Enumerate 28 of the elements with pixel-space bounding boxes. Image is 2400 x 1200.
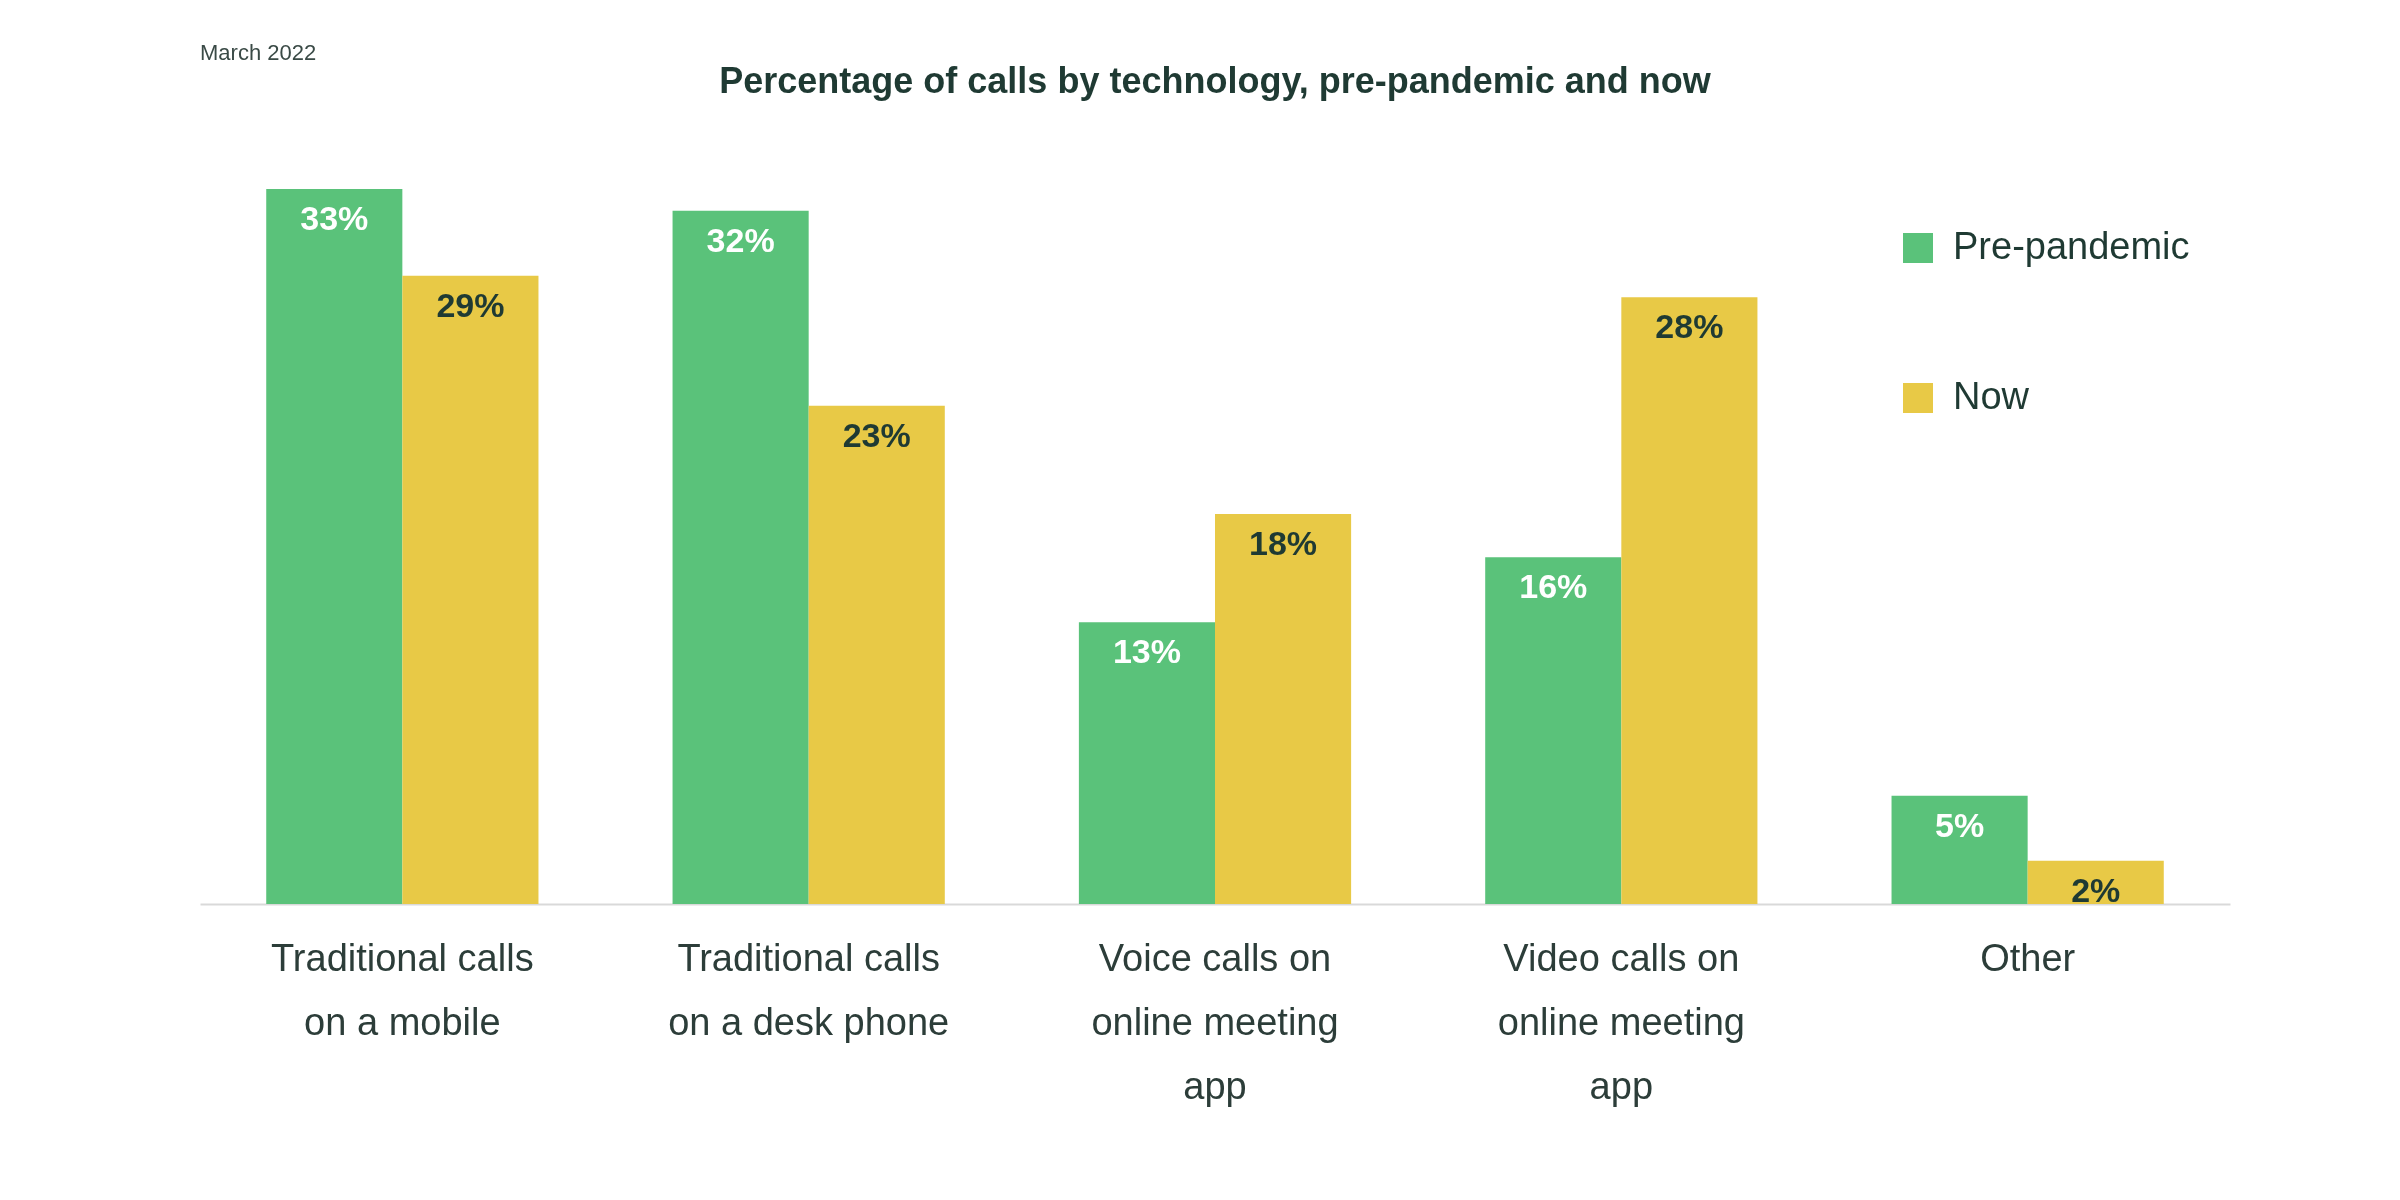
data-label: 5% — [1935, 805, 1985, 844]
bar — [1621, 297, 1758, 904]
x-tick-label: Traditional calls on a mobile — [271, 936, 534, 1043]
legend-label: Now — [1953, 375, 2030, 417]
bar — [672, 210, 809, 904]
chart-title: Percentage of calls by technology, pre-pandemic and now — [719, 60, 1712, 101]
data-label: 16% — [1519, 567, 1588, 606]
x-tick-label: Traditional calls on a desk phone — [668, 936, 950, 1043]
data-label: 13% — [1112, 632, 1181, 671]
bar — [1078, 622, 1215, 904]
bar — [266, 189, 403, 904]
text: March 2022 — [200, 40, 317, 66]
x-tick-label: Voice calls on online meeting app — [1091, 936, 1339, 1107]
data-label: 18% — [1249, 524, 1318, 562]
x-tick-label: Video calls on online meeting app — [1497, 936, 1745, 1107]
bar — [1215, 514, 1352, 904]
data-label: 2% — [2071, 870, 2121, 909]
data-label: 23% — [842, 415, 911, 454]
data-label: 28% — [1655, 307, 1724, 346]
data-label: 33% — [300, 199, 369, 237]
data-label: 32% — [706, 220, 775, 259]
legend-label: Pre-pandemic — [1953, 225, 2190, 267]
bar — [1485, 557, 1622, 904]
x-tick-label: Other — [1980, 936, 2076, 979]
bar — [1891, 795, 2028, 904]
bar — [402, 275, 539, 904]
data-label: 29% — [436, 285, 505, 324]
bar — [808, 405, 945, 904]
